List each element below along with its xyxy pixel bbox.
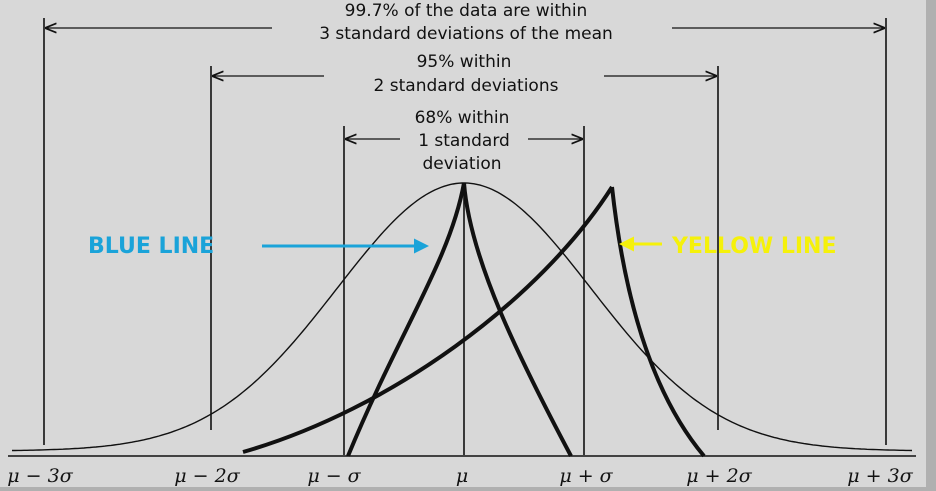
label-3sd-line1: 99.7% of the data are within bbox=[345, 1, 588, 21]
normal-curve bbox=[12, 182, 913, 452]
frame-bottom-edge bbox=[0, 487, 936, 491]
tick-minus-1sd: μ − σ bbox=[307, 465, 361, 487]
thick-line-skewed-rise bbox=[242, 185, 614, 454]
tick-plus-2sd: μ + 2σ bbox=[686, 465, 752, 487]
label-3sd-line2: 3 standard deviations of the mean bbox=[319, 24, 613, 44]
tick-minus-3sd: μ − 3σ bbox=[7, 465, 73, 487]
label-1sd-line2: 1 standard bbox=[418, 131, 510, 151]
label-2sd-line1: 95% within bbox=[417, 52, 512, 72]
thick-line-left-rise bbox=[346, 182, 466, 457]
label-2sd-line2: 2 standard deviations bbox=[374, 76, 559, 96]
label-1sd-line3: deviation bbox=[422, 154, 501, 174]
tick-mean: μ bbox=[456, 465, 468, 487]
yellow-line-label: YELLOW LINE bbox=[671, 234, 836, 259]
tick-plus-1sd: μ + σ bbox=[559, 465, 613, 487]
tick-plus-3sd: μ + 3σ bbox=[847, 465, 913, 487]
frame-edge bbox=[926, 0, 936, 491]
tick-minus-2sd: μ − 2σ bbox=[174, 465, 240, 487]
blue-line-label: BLUE LINE bbox=[88, 234, 214, 259]
thick-line-right-fall bbox=[462, 182, 573, 457]
thick-line-skewed-fall bbox=[610, 186, 706, 458]
label-1sd-line1: 68% within bbox=[415, 108, 510, 128]
